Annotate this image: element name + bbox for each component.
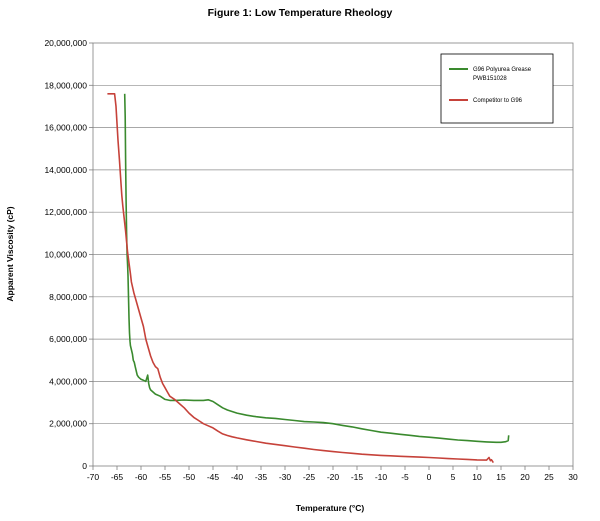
y-tick-label: 2,000,000 (49, 419, 87, 429)
x-tick-label: -40 (231, 472, 244, 482)
x-tick-label: -25 (303, 472, 316, 482)
legend: G96 Polyurea Grease PWB151028 Competitor… (440, 53, 554, 124)
series-line-g96 (123, 93, 510, 444)
x-tick-label: -55 (159, 472, 172, 482)
legend-label-g96-line1: G96 Polyurea Grease (473, 67, 532, 73)
legend-label-competitor: Competitor to G96 (473, 98, 523, 104)
x-tick-label: 30 (568, 472, 578, 482)
legend-box (440, 53, 554, 124)
series-line-competitor (107, 93, 494, 464)
y-tick-label: 0 (82, 461, 87, 471)
x-tick-label: -10 (375, 472, 388, 482)
x-tick-label: -35 (255, 472, 268, 482)
legend-label-g96-line2: PWB151028 (473, 76, 507, 82)
x-tick-label: -20 (327, 472, 340, 482)
tick-layer: 0 2,000,000 4,000,000 6,000,000 8,000,000 10,… (44, 38, 578, 482)
x-axis-title: Temperature (°C) (296, 503, 365, 513)
x-tick-label: -45 (207, 472, 220, 482)
x-tick-label: -70 (87, 472, 100, 482)
x-tick-label: -60 (135, 472, 148, 482)
y-tick-label: 4,000,000 (49, 376, 87, 386)
y-tick-label: 10,000,000 (44, 250, 87, 260)
x-tick-label: 0 (427, 472, 432, 482)
y-tick-label: 20,000,000 (44, 38, 87, 48)
chart-title: Figure 1: Low Temperature Rheology (208, 7, 393, 19)
x-tick-label: -5 (401, 472, 409, 482)
x-tick-label: 25 (544, 472, 554, 482)
x-tick-label: 10 (472, 472, 482, 482)
x-tick-label: -30 (279, 472, 292, 482)
y-tick-label: 8,000,000 (49, 292, 87, 302)
series-layer (107, 93, 510, 464)
y-tick-label: 12,000,000 (44, 207, 87, 217)
x-tick-label: -65 (111, 472, 124, 482)
y-tick-label: 6,000,000 (49, 334, 87, 344)
y-tick-label: 16,000,000 (44, 123, 87, 133)
x-tick-label: -50 (183, 472, 196, 482)
y-tick-label: 18,000,000 (44, 80, 87, 90)
x-tick-label: 15 (496, 472, 506, 482)
y-tick-label: 14,000,000 (44, 165, 87, 175)
y-axis-title: Apparent Viscosity (cP) (5, 206, 15, 301)
x-tick-label: -15 (351, 472, 364, 482)
x-tick-label: 5 (451, 472, 456, 482)
grid-layer (93, 84, 573, 425)
x-tick-label: 20 (520, 472, 530, 482)
